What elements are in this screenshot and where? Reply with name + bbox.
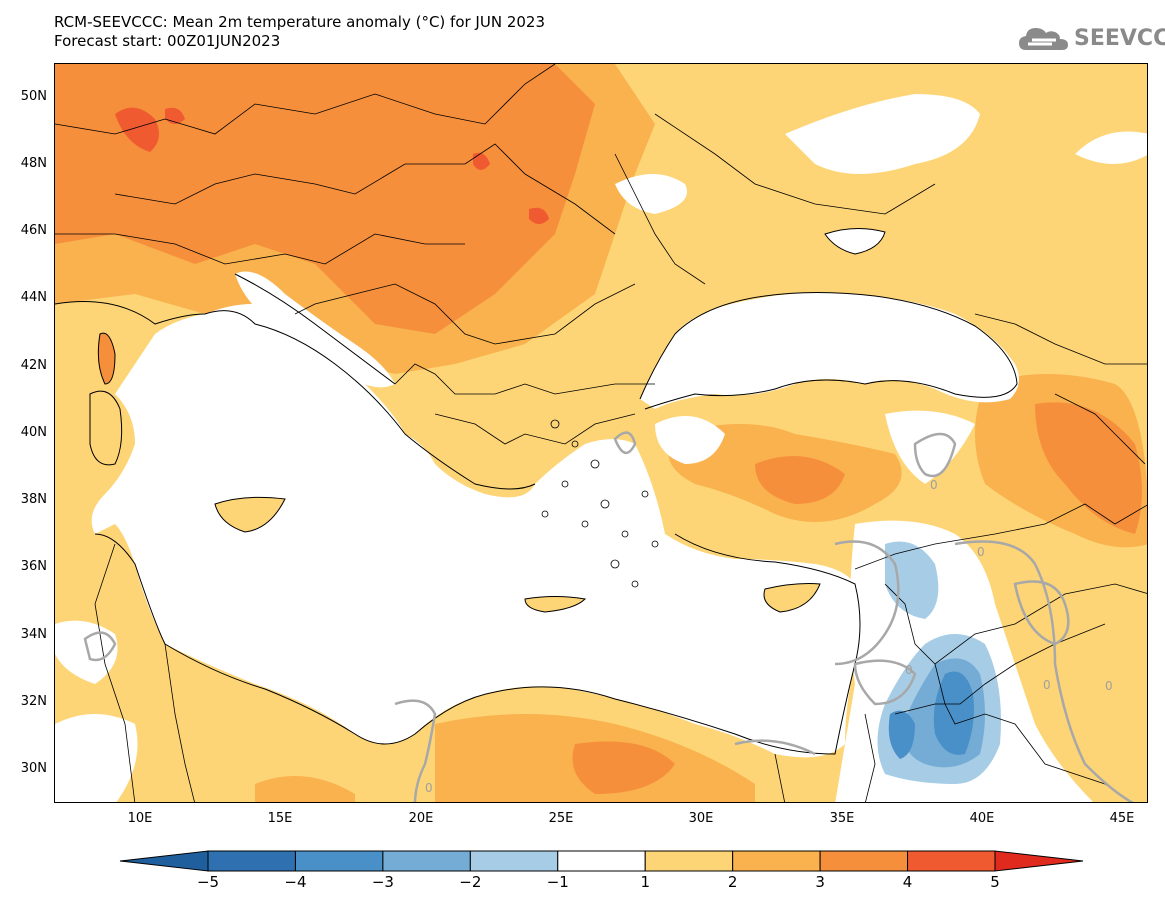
lat-label: 42N xyxy=(20,358,47,373)
lat-label: 48N xyxy=(20,156,47,171)
lon-label: 35E xyxy=(829,811,855,826)
lat-label: 44N xyxy=(20,290,47,305)
colorbar-label: −4 xyxy=(284,873,307,891)
lon-label: 10E xyxy=(127,811,153,826)
colorbar-swatch xyxy=(382,850,471,872)
contour-label: 0 xyxy=(425,781,433,795)
contour-label: 0 xyxy=(1043,678,1051,692)
colorbar-swatch xyxy=(732,850,821,872)
lat-label: 34N xyxy=(20,627,47,642)
colorbar-swatch xyxy=(207,850,296,872)
logo-text: SEEVCCC xyxy=(1074,26,1165,51)
lat-label: 32N xyxy=(20,694,47,709)
lon-label: 40E xyxy=(969,811,995,826)
colorbar-swatch xyxy=(644,850,734,872)
colorbar-label: 4 xyxy=(902,873,913,891)
colorbar-swatch xyxy=(819,850,909,872)
zero-contours xyxy=(83,431,1134,802)
lon-label: 20E xyxy=(408,811,434,826)
colorbar-label: 3 xyxy=(815,873,825,891)
colorbar xyxy=(119,850,1084,872)
contour-label: 0 xyxy=(930,478,938,492)
colorbar-label: 1 xyxy=(640,873,650,891)
colorbar-swatch xyxy=(907,850,996,872)
contour-label: 0 xyxy=(1105,679,1113,693)
colorbar-swatch xyxy=(294,850,384,872)
contour-labels: 0 0 0 0 0 0 xyxy=(425,478,1113,795)
colorbar-label: 2 xyxy=(727,873,738,891)
contour-label: 0 xyxy=(905,663,913,677)
colorbar-min-triangle xyxy=(119,850,209,872)
lat-label: 30N xyxy=(20,761,47,776)
lat-label: 36N xyxy=(20,559,47,574)
colorbar-label: −1 xyxy=(546,873,569,891)
colorbar-max-triangle xyxy=(994,850,1084,872)
colorbar-swatch xyxy=(557,850,646,872)
colorbar-label: −2 xyxy=(459,873,482,891)
title-line-1: RCM-SEEVCCC: Mean 2m temperature anomaly… xyxy=(54,13,545,31)
lon-label: 25E xyxy=(548,811,574,826)
colorbar-label: −5 xyxy=(196,873,220,891)
lat-label: 40N xyxy=(20,425,47,440)
map-panel: 0 0 0 0 0 0 xyxy=(54,63,1148,803)
title-line-2: Forecast start: 00Z01JUN2023 xyxy=(54,32,281,50)
lon-label: 30E xyxy=(688,811,714,826)
seevccc-logo: SEEVCCC xyxy=(1018,24,1165,54)
lon-label: 15E xyxy=(267,811,293,826)
anomaly-map: 0 0 0 0 0 0 xyxy=(55,64,1147,802)
lat-label: 46N xyxy=(20,223,47,238)
colorbar-label: −3 xyxy=(371,873,394,891)
cloud-icon xyxy=(1019,28,1068,50)
lat-label: 38N xyxy=(20,492,47,507)
colorbar-swatch xyxy=(469,850,559,872)
aegean-islands xyxy=(541,419,659,588)
map-title: RCM-SEEVCCC: Mean 2m temperature anomaly… xyxy=(54,13,545,51)
contour-label: 0 xyxy=(977,545,985,559)
lat-label: 50N xyxy=(20,89,47,104)
colorbar-label: 5 xyxy=(990,873,1000,891)
lon-label: 45E xyxy=(1109,811,1135,826)
